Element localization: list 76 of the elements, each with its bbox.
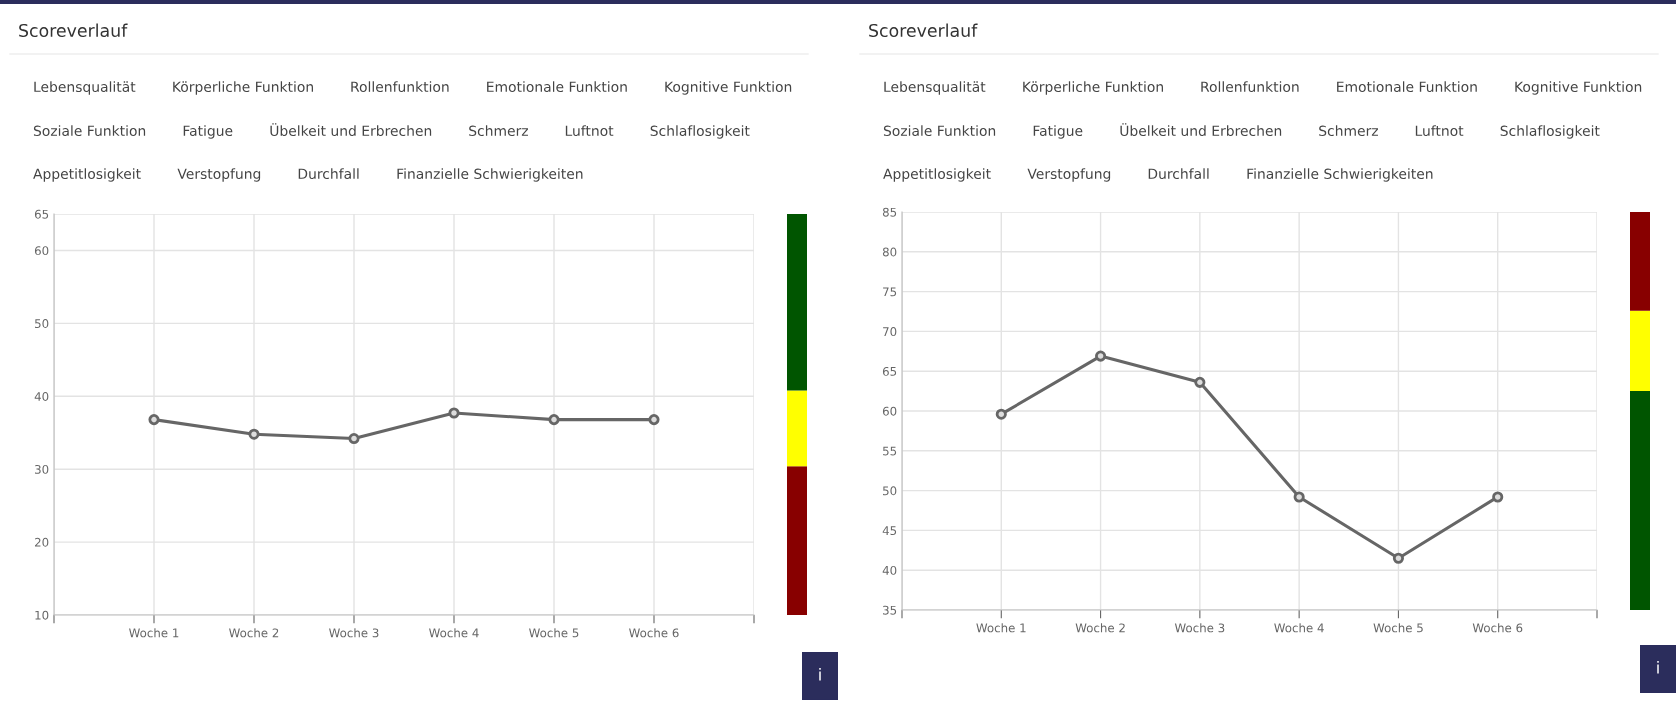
text: Kognitive Funktion <box>665 81 792 95</box>
text: Lebensqualität <box>884 81 986 95</box>
text: Schlaflosigkeit <box>650 125 750 139</box>
y-tick-label: 55 <box>883 446 897 456</box>
y-tick-label: 35 <box>883 605 897 615</box>
y-tick-label: 50 <box>883 486 897 496</box>
y-tick-label: 30 <box>35 464 49 474</box>
text: Körperliche Funktion <box>173 81 313 95</box>
text: Schmerz <box>469 125 528 137</box>
chart-title: Scoreverlauf <box>19 23 128 38</box>
x-tick-label: Woche 5 <box>1373 623 1423 633</box>
y-tick-label: 80 <box>882 247 897 257</box>
text: Schlaflosigkeit <box>1500 125 1600 139</box>
text: Kognitive Funktion <box>1515 81 1642 95</box>
text: Finanzielle Schwierigkeiten <box>1247 168 1433 182</box>
x-tick-label: Woche 6 <box>629 628 679 638</box>
point <box>448 407 460 419</box>
text: Soziale Funktion <box>33 125 146 137</box>
point <box>248 428 260 440</box>
y-tick-label: 50 <box>35 319 49 329</box>
text: Durchfall <box>298 168 359 180</box>
text: Appetitlosigkeit <box>883 168 991 182</box>
text: i <box>1657 660 1659 674</box>
point <box>1194 376 1206 388</box>
text: Soziale Funktion <box>883 125 996 137</box>
x-tick-label: Woche 2 <box>1075 623 1125 633</box>
text: Rollenfunktion <box>1201 81 1299 93</box>
text: Emotionale Funktion <box>1337 81 1477 93</box>
text: Übelkeit und Erbrechen <box>270 123 432 137</box>
text: Luftnot <box>1415 125 1464 137</box>
point <box>1492 491 1504 503</box>
point <box>148 414 160 426</box>
y-tick-label: 65 <box>34 209 49 219</box>
y-tick-label: 65 <box>882 366 897 376</box>
text: Lebensqualität <box>34 81 136 95</box>
x-tick-label: Woche 6 <box>1472 623 1523 633</box>
x-tick-label: Woche 1 <box>129 628 179 638</box>
point <box>1293 491 1305 503</box>
point <box>348 433 360 445</box>
text: Durchfall <box>1148 168 1209 180</box>
y-tick-label: 85 <box>882 207 897 217</box>
x-tick-label: Woche 1 <box>976 623 1026 633</box>
y-tick-label: 60 <box>34 246 49 256</box>
text: Luftnot <box>565 125 614 137</box>
text: i <box>819 667 821 681</box>
text: Verstopfung <box>177 168 261 182</box>
y-tick-label: 60 <box>882 406 897 416</box>
x-tick-label: Woche 2 <box>229 628 279 638</box>
text: Fatigue <box>183 125 233 139</box>
point <box>1392 552 1404 564</box>
text: Verstopfung <box>1027 168 1111 182</box>
x-tick-label: Woche 3 <box>329 628 379 638</box>
text: Rollenfunktion <box>351 81 449 93</box>
x-tick-label: Woche 5 <box>529 628 579 638</box>
y-tick-label: 20 <box>34 537 49 547</box>
y-tick-label: 10 <box>35 610 49 620</box>
point <box>995 408 1007 420</box>
y-tick-label: 40 <box>882 565 897 575</box>
text: Übelkeit und Erbrechen <box>1120 123 1282 137</box>
x-tick-label: Woche 3 <box>1174 623 1225 633</box>
x-tick-label: Woche 4 <box>1274 623 1324 633</box>
y-tick-label: 45 <box>882 526 897 536</box>
x-tick-label: Woche 4 <box>429 628 479 638</box>
text: Appetitlosigkeit <box>33 168 141 182</box>
y-tick-label: 75 <box>883 287 897 297</box>
text: Emotionale Funktion <box>487 81 627 93</box>
y-tick-label: 70 <box>883 327 897 337</box>
point <box>648 414 660 426</box>
text: Körperliche Funktion <box>1023 81 1163 95</box>
text: Finanzielle Schwierigkeiten <box>397 168 583 182</box>
y-tick-label: 40 <box>34 392 49 401</box>
point <box>548 414 560 426</box>
text: Fatigue <box>1033 125 1083 139</box>
chart-title: Scoreverlauf <box>869 23 978 38</box>
point <box>1095 350 1107 362</box>
text: Schmerz <box>1319 125 1378 137</box>
